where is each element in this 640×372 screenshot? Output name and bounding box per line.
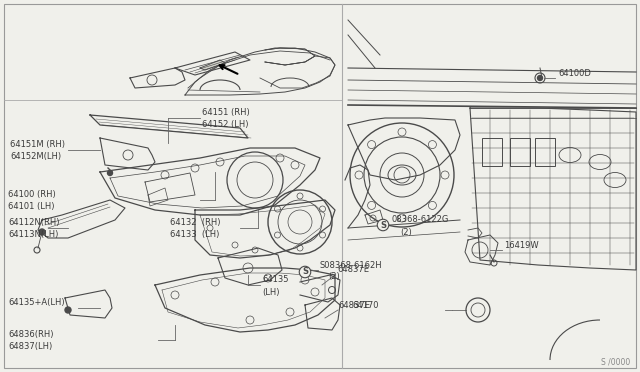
- Text: 64151M (RH): 64151M (RH): [10, 140, 65, 148]
- Text: 64837E: 64837E: [338, 301, 370, 311]
- Text: 64135: 64135: [262, 276, 289, 285]
- Text: 64151 (RH): 64151 (RH): [202, 108, 250, 116]
- Circle shape: [39, 229, 45, 235]
- Circle shape: [108, 170, 113, 176]
- Text: S: S: [380, 221, 386, 230]
- Text: 64170: 64170: [352, 301, 378, 310]
- Text: 08368-6122G: 08368-6122G: [392, 215, 449, 224]
- Text: 64152 (LH): 64152 (LH): [202, 119, 248, 128]
- Text: 64135+A(LH): 64135+A(LH): [8, 298, 65, 307]
- Text: 64133  (LH): 64133 (LH): [170, 230, 220, 238]
- Text: (2): (2): [400, 228, 412, 237]
- Text: 64100D: 64100D: [558, 68, 591, 77]
- Text: S: S: [302, 267, 308, 276]
- Polygon shape: [200, 60, 225, 70]
- Text: (LH): (LH): [262, 288, 280, 296]
- Circle shape: [65, 307, 71, 313]
- Text: S08368-6162H: S08368-6162H: [320, 260, 383, 269]
- Text: 64100 (RH): 64100 (RH): [8, 190, 56, 199]
- Bar: [482, 138, 502, 166]
- Text: 64837E: 64837E: [337, 266, 369, 275]
- Text: 64112N(RH): 64112N(RH): [8, 218, 60, 227]
- Text: (2): (2): [328, 273, 340, 282]
- Text: 64101 (LH): 64101 (LH): [8, 202, 54, 212]
- Text: 64837(LH): 64837(LH): [8, 341, 52, 350]
- Text: 64836(RH): 64836(RH): [8, 330, 54, 339]
- Text: 64132  (RH): 64132 (RH): [170, 218, 221, 227]
- Bar: [510, 138, 530, 166]
- Text: 64152M(LH): 64152M(LH): [10, 151, 61, 160]
- Text: 64113N(LH): 64113N(LH): [8, 230, 58, 238]
- Text: S /0000: S /0000: [601, 357, 630, 366]
- Text: 16419W: 16419W: [504, 241, 539, 250]
- Circle shape: [538, 76, 543, 80]
- Bar: [535, 138, 555, 166]
